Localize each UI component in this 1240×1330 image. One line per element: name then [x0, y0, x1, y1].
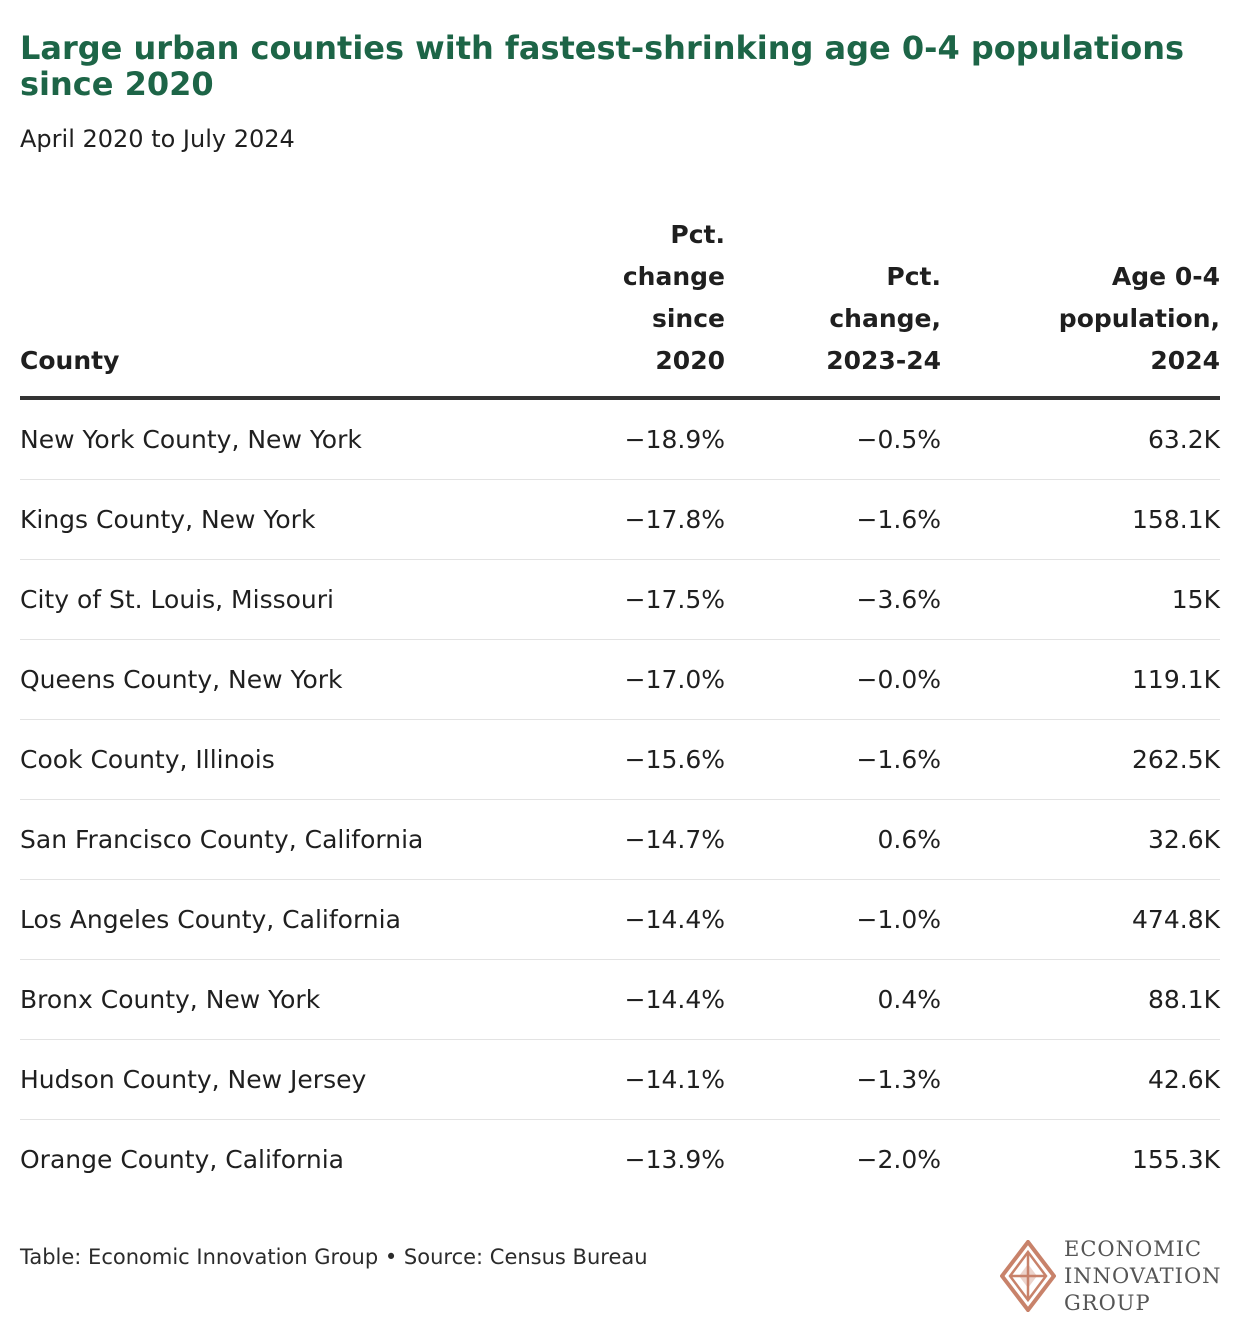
column-header-pct-change-2023-24: Pct. change, 2023-24: [725, 214, 941, 400]
county-cell: Cook County, Illinois: [20, 719, 580, 800]
county-cell: Queens County, New York: [20, 639, 580, 720]
pct-change-since-2020-cell: −13.9%: [624, 1145, 725, 1174]
county-cell: City of St. Louis, Missouri: [20, 559, 580, 640]
pct-change-2023-24-cell: −1.6%: [725, 719, 941, 800]
pct-change-2023-24-cell: −3.6%: [725, 559, 941, 640]
pct-change-2023-24-cell: −0.5%: [725, 398, 941, 480]
pct-change-since-2020-cell: −17.0%: [580, 639, 725, 720]
pct-change-2023-24-cell: −0.0%: [725, 639, 941, 720]
logo-line-group: GROUP: [1064, 1291, 1151, 1315]
population-2024-cell: 15K: [941, 559, 1220, 640]
population-2024-cell: 32.6K: [941, 799, 1220, 880]
column-header-county: County: [20, 214, 580, 400]
chart-title: Large urban counties with fastest-shrink…: [20, 29, 1185, 103]
column-header-age-0-4-population-2024: Age 0-4 population, 2024: [941, 214, 1220, 400]
pct-change-since-2020-cell: −14.1%: [580, 1039, 725, 1120]
table-row: Cook County, Illinois −15.6% −1.6% 262.5…: [20, 719, 1220, 800]
source-footer: Table: Economic Innovation Group • Sourc…: [20, 1245, 648, 1269]
logo-wordmark: ECONOMIC INNOVATION GROUP: [1064, 1236, 1222, 1317]
pct-change-since-2020-cell: −14.7%: [580, 799, 725, 880]
population-2024-cell: 63.2K: [941, 398, 1220, 480]
pct-change-since-2020-cell: −14.4%: [580, 879, 725, 960]
county-cell: Bronx County, New York: [20, 959, 580, 1040]
table-body: New York County, New York −18.9% −0.5% 6…: [20, 398, 1220, 1199]
population-2024-cell: 262.5K: [941, 719, 1220, 800]
eig-logo: ECONOMIC INNOVATION GROUP: [1000, 1236, 1222, 1317]
population-2024-cell: 119.1K: [941, 639, 1220, 720]
pct-change-2023-24-cell: −1.0%: [725, 879, 941, 960]
county-cell: Hudson County, New Jersey: [20, 1039, 580, 1120]
pct-change-since-2020-cell: −17.5%: [580, 559, 725, 640]
table-row: Hudson County, New Jersey −14.1% −1.3% 4…: [20, 1039, 1220, 1120]
pct-change-since-2020-cell: −14.4%: [580, 959, 725, 1040]
column-header-pct-change-since-2020: Pct. change since 2020: [580, 214, 725, 400]
logo-line-innovation: INNOVATION: [1064, 1264, 1222, 1288]
population-2024-cell: 155.3K: [1132, 1145, 1220, 1174]
population-2024-cell: 474.8K: [941, 879, 1220, 960]
pct-change-2023-24-cell: 0.4%: [725, 959, 941, 1040]
table-row: Bronx County, New York −14.4% 0.4% 88.1K: [20, 959, 1220, 1040]
pct-change-since-2020-cell: −17.8%: [580, 479, 725, 560]
county-cell: Los Angeles County, California: [20, 879, 580, 960]
pct-change-since-2020-cell: −18.9%: [580, 398, 725, 480]
table-row: Los Angeles County, California −14.4% −1…: [20, 879, 1220, 960]
county-cell: San Francisco County, California: [20, 799, 580, 880]
county-cell: New York County, New York: [20, 398, 580, 480]
population-2024-cell: 42.6K: [941, 1039, 1220, 1120]
pct-change-2023-24-cell: 0.6%: [725, 799, 941, 880]
header-row: County Pct. change since 2020 Pct. chang…: [20, 214, 1220, 400]
population-2024-cell: 88.1K: [941, 959, 1220, 1040]
population-2024-cell: 158.1K: [941, 479, 1220, 560]
table-row: City of St. Louis, Missouri −17.5% −3.6%…: [20, 559, 1220, 640]
pct-change-2023-24-cell: −2.0%: [856, 1145, 941, 1174]
county-cell: Orange County, California: [20, 1145, 344, 1174]
county-cell: Kings County, New York: [20, 479, 580, 560]
table-row: Kings County, New York −17.8% −1.6% 158.…: [20, 479, 1220, 560]
chart-subtitle: April 2020 to July 2024: [20, 125, 295, 153]
table-row: Queens County, New York −17.0% −0.0% 119…: [20, 639, 1220, 720]
diamond-logo-icon: [1000, 1240, 1056, 1312]
table-row: New York County, New York −18.9% −0.5% 6…: [20, 398, 1220, 480]
table-row: Orange County, California −13.9% −2.0% 1…: [20, 1120, 1220, 1200]
pct-change-2023-24-cell: −1.6%: [725, 479, 941, 560]
logo-line-economic: ECONOMIC: [1064, 1237, 1203, 1261]
pct-change-2023-24-cell: −1.3%: [725, 1039, 941, 1120]
pct-change-since-2020-cell: −15.6%: [580, 719, 725, 800]
table-row: San Francisco County, California −14.7% …: [20, 799, 1220, 880]
data-table: County Pct. change since 2020 Pct. chang…: [20, 214, 1220, 1199]
